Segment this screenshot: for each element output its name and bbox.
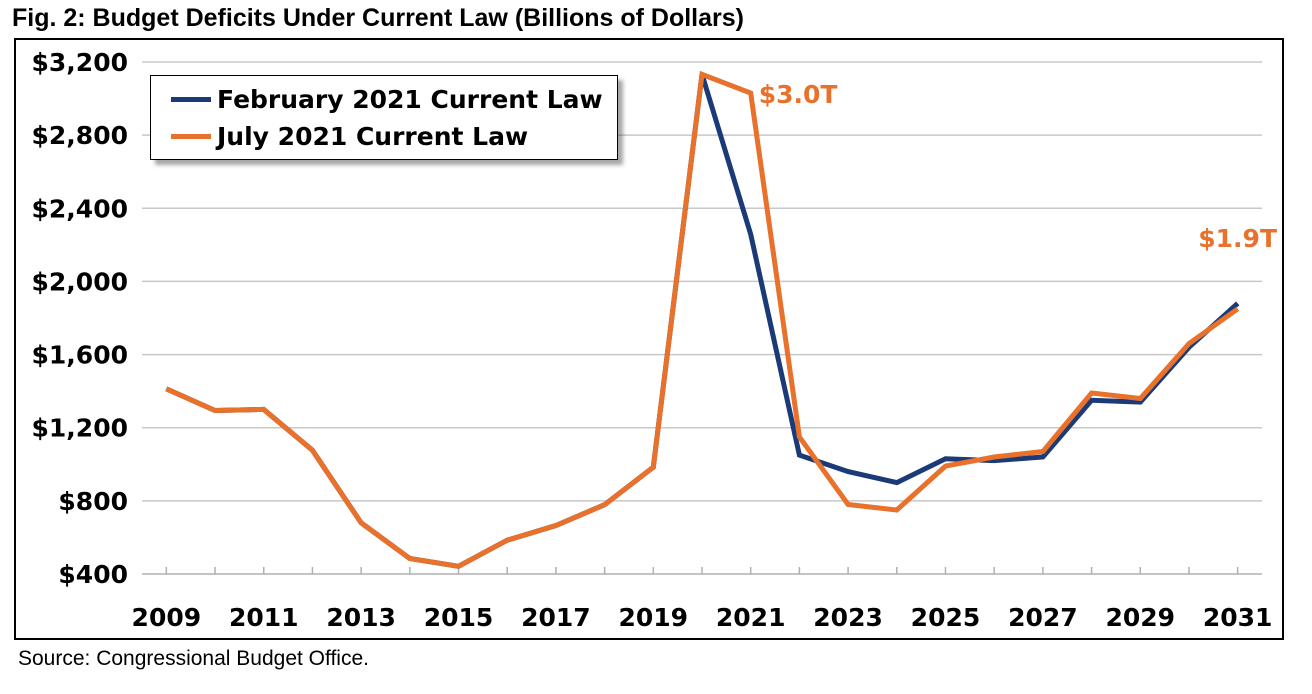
y-tick-label: $1,200 <box>32 414 128 443</box>
x-tick-label: 2013 <box>326 603 396 632</box>
y-tick-label: $2,000 <box>32 267 128 296</box>
y-tick-label: $2,800 <box>32 121 128 150</box>
data-label-annotation: $1.9T <box>1198 224 1277 253</box>
x-tick-label: 2021 <box>716 603 786 632</box>
legend-swatch-july <box>171 133 211 139</box>
legend-label-july: July 2021 Current Law <box>217 121 529 151</box>
annotations: $3.0T $1.9T <box>759 80 1277 253</box>
axes <box>142 567 1262 575</box>
tick-labels: $400 $800 $1,200 $1,600 $2,000 $2,400 $2,800 $3… <box>32 48 1273 632</box>
data-label-annotation: $3.0T <box>759 80 838 109</box>
y-tick-label: $2,400 <box>32 194 128 223</box>
legend-swatch-february <box>171 96 211 102</box>
y-tick-label: $1,600 <box>32 341 128 370</box>
x-tick-label: 2031 <box>1203 603 1273 632</box>
y-tick-label: $800 <box>58 487 128 516</box>
y-tick-label: $3,200 <box>32 48 128 77</box>
x-tick-label: 2029 <box>1105 603 1175 632</box>
series-lines <box>165 70 1240 569</box>
x-tick-label: 2027 <box>1008 603 1078 632</box>
chart-title: Fig. 2: Budget Deficits Under Current La… <box>12 4 744 32</box>
x-tick-label: 2009 <box>132 603 202 632</box>
x-tick-label: 2015 <box>424 603 494 632</box>
series-line-july <box>165 70 1240 569</box>
legend-label-february: February 2021 Current Law <box>217 84 603 114</box>
x-tick-label: 2011 <box>229 603 299 632</box>
gridlines <box>142 61 1262 502</box>
legend-item-february: February 2021 Current Law <box>171 84 603 114</box>
x-tick-label: 2023 <box>813 603 883 632</box>
source-note: Source: Congressional Budget Office. <box>18 647 369 670</box>
x-tick-label: 2019 <box>619 603 689 632</box>
x-tick-label: 2025 <box>911 603 981 632</box>
chart-frame <box>14 38 1284 640</box>
legend: February 2021 Current Law July 2021 Curr… <box>150 75 618 160</box>
x-tick-label: 2017 <box>521 603 591 632</box>
legend-item-july: July 2021 Current Law <box>171 121 528 151</box>
y-tick-label: $400 <box>58 560 128 589</box>
